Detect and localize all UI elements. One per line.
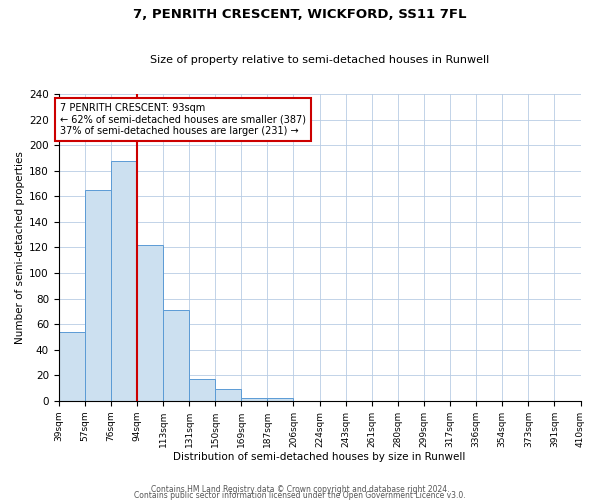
Bar — [59, 332, 85, 401]
Y-axis label: Number of semi-detached properties: Number of semi-detached properties — [15, 151, 25, 344]
Bar — [189, 379, 215, 401]
Bar — [268, 398, 293, 401]
Bar — [215, 390, 241, 401]
Bar — [163, 310, 189, 401]
Bar — [85, 190, 111, 401]
Bar — [137, 245, 163, 401]
Bar — [111, 160, 137, 401]
Title: Size of property relative to semi-detached houses in Runwell: Size of property relative to semi-detach… — [150, 56, 489, 66]
Text: 7 PENRITH CRESCENT: 93sqm
← 62% of semi-detached houses are smaller (387)
37% of: 7 PENRITH CRESCENT: 93sqm ← 62% of semi-… — [60, 103, 306, 136]
Text: 7, PENRITH CRESCENT, WICKFORD, SS11 7FL: 7, PENRITH CRESCENT, WICKFORD, SS11 7FL — [133, 8, 467, 20]
Text: Contains public sector information licensed under the Open Government Licence v3: Contains public sector information licen… — [134, 490, 466, 500]
Bar — [241, 398, 268, 401]
X-axis label: Distribution of semi-detached houses by size in Runwell: Distribution of semi-detached houses by … — [173, 452, 466, 462]
Text: Contains HM Land Registry data © Crown copyright and database right 2024.: Contains HM Land Registry data © Crown c… — [151, 484, 449, 494]
